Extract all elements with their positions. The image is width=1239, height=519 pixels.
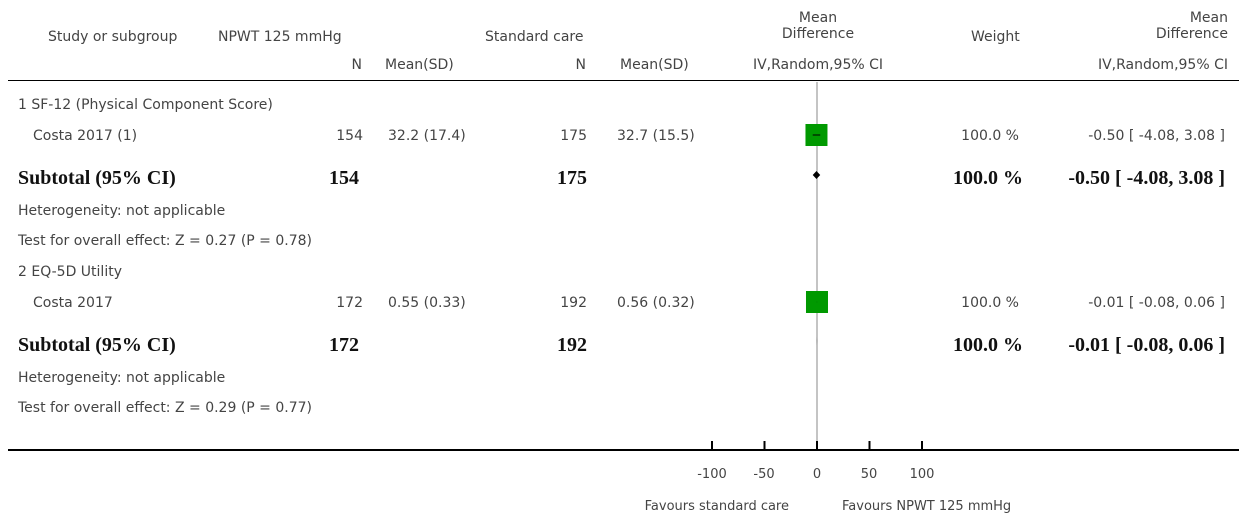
- subgroup-2-title: 2 EQ-5D Utility: [18, 264, 122, 280]
- header-rule: [8, 80, 1239, 81]
- subtotal-diamond-1: [812, 171, 821, 179]
- header-group2: Standard care: [485, 29, 584, 45]
- subtotal-1-n2: 175: [557, 167, 587, 189]
- study-1-n1: 154: [336, 128, 363, 144]
- subtotal-1-ci: -0.50 [ -4.08, 3.08 ]: [1068, 167, 1225, 189]
- subgroup-1-overall-effect: Test for overall effect: Z = 0.27 (P = 0…: [18, 233, 312, 249]
- study-2-name: Costa 2017: [33, 295, 113, 311]
- subtotal-1-label: Subtotal (95% CI): [18, 167, 176, 189]
- study-1-mean2: 32.7 (15.5): [617, 128, 695, 144]
- study-2-mean1: 0.55 (0.33): [388, 295, 466, 311]
- study-2-n2: 192: [560, 295, 587, 311]
- header-weight: Weight: [971, 29, 1020, 45]
- subtotal-2-label: Subtotal (95% CI): [18, 334, 176, 356]
- header-group1: NPWT 125 mmHg: [218, 29, 342, 45]
- subtotal-1-weight: 100.0 %: [953, 167, 1023, 189]
- study-1-n2: 175: [560, 128, 587, 144]
- tick-label-50: 50: [860, 467, 878, 482]
- tick-label-neg50: -50: [753, 467, 775, 482]
- header-n1: N: [351, 57, 362, 73]
- tick-label-0: 0: [812, 467, 822, 482]
- study-1-ci: -0.50 [ -4.08, 3.08 ]: [1088, 128, 1225, 144]
- subgroup-2-heterogeneity: Heterogeneity: not applicable: [18, 370, 226, 386]
- tick-label-100: 100: [909, 467, 935, 482]
- header-md-line1: Mean: [798, 10, 838, 26]
- study-2-mean2: 0.56 (0.32): [617, 295, 695, 311]
- header-n2: N: [575, 57, 586, 73]
- tick-label-neg100: -100: [697, 467, 727, 482]
- subtotal-2-n1: 172: [329, 334, 359, 356]
- favours-right: Favours NPWT 125 mmHg: [842, 499, 1012, 514]
- study-1-weight: 100.0 %: [961, 128, 1019, 144]
- header-method1: IV,Random,95% CI: [752, 57, 884, 73]
- header-mean2: Mean(SD): [620, 57, 689, 73]
- subgroup-2-overall-effect: Test for overall effect: Z = 0.29 (P = 0…: [18, 400, 312, 416]
- favours-left: Favours standard care: [644, 499, 789, 514]
- header-md2-line1: Mean: [1189, 10, 1228, 26]
- subgroup-1-heterogeneity: Heterogeneity: not applicable: [18, 203, 226, 219]
- header-study: Study or subgroup: [48, 29, 178, 45]
- subtotal-1-n1: 154: [329, 167, 359, 189]
- header-md2-line2: Difference: [1155, 26, 1228, 42]
- header-mean1: Mean(SD): [385, 57, 454, 73]
- header-method2: IV,Random,95% CI: [1097, 57, 1228, 73]
- subtotal-2-n2: 192: [557, 334, 587, 356]
- study-1-mean1: 32.2 (17.4): [388, 128, 466, 144]
- subgroup-1-title: 1 SF-12 (Physical Component Score): [18, 97, 273, 113]
- footer-rule: [8, 449, 1239, 451]
- header-md-line2: Difference: [781, 26, 855, 42]
- subtotal-2-weight: 100.0 %: [953, 334, 1023, 356]
- study-2-weight: 100.0 %: [961, 295, 1019, 311]
- study-1-name: Costa 2017 (1): [33, 128, 138, 144]
- subtotal-2-ci: -0.01 [ -0.08, 0.06 ]: [1068, 334, 1225, 356]
- study-2-ci: -0.01 [ -0.08, 0.06 ]: [1088, 295, 1225, 311]
- study-2-n1: 172: [336, 295, 363, 311]
